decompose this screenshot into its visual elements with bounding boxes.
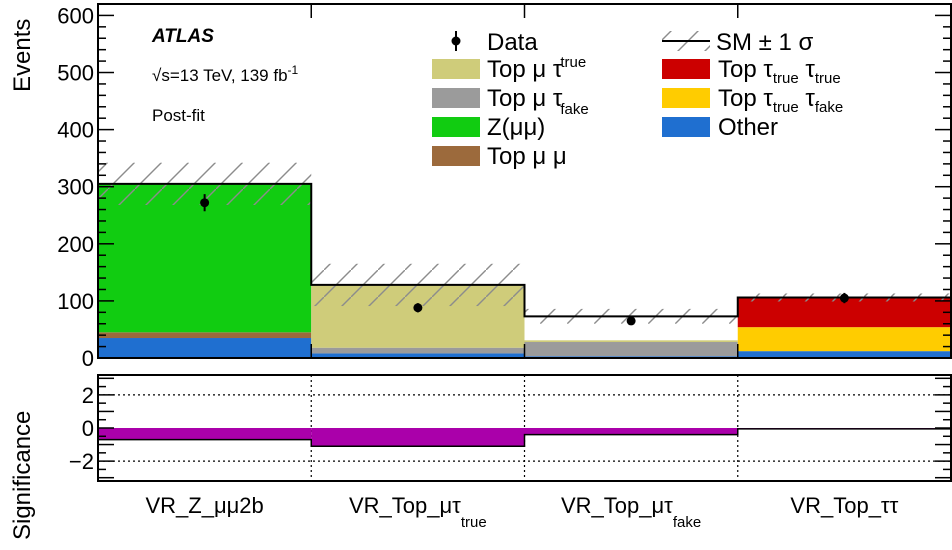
significance-panel <box>97 375 952 481</box>
ratio-axis-ticks: −2 0 2 <box>69 377 951 479</box>
data-point <box>200 198 210 208</box>
legend-label: SM ± 1 σ <box>716 29 814 56</box>
legend-swatch <box>662 59 710 79</box>
legend-label: Top μ τtrue <box>487 54 586 83</box>
bar-other <box>98 338 312 358</box>
y-axis-title: Events <box>9 19 36 92</box>
significance-outline <box>97 428 952 447</box>
legend-swatch <box>662 117 710 137</box>
ratio-tick-label: 2 <box>82 383 94 408</box>
legend-swatch <box>662 88 710 108</box>
fit-label: Post-fit <box>152 106 205 125</box>
data-points <box>200 194 849 326</box>
bar-other <box>737 351 951 358</box>
y-tick-label: 600 <box>57 3 94 28</box>
bar-top_mumu <box>98 332 312 339</box>
legend-label: Other <box>718 114 778 141</box>
bar-top_tt_fake <box>737 327 951 352</box>
data-point <box>626 316 636 326</box>
atlas-label: ATLAS <box>151 26 214 47</box>
significance-axis-title: Significance <box>9 411 36 540</box>
main-axis-ticks: 0 100 200 300 400 500 600 <box>57 3 951 371</box>
legend-swatch <box>432 146 480 166</box>
y-tick-label: 400 <box>57 118 94 143</box>
x-category-label: VR_Z_μμ2b <box>145 493 263 518</box>
significance-bar <box>98 428 312 440</box>
significance-bar <box>524 428 738 435</box>
legend-label: Top τtrue τtrue <box>718 56 841 87</box>
stacked-bars <box>98 183 951 358</box>
y-tick-label: 200 <box>57 232 94 257</box>
legend-label: Top τtrue τfake <box>718 85 843 116</box>
bar-top_taufake <box>311 347 525 354</box>
legend-label: Top μ τfake <box>487 85 589 118</box>
x-category-label: VR_Top_μτtrue <box>349 493 487 531</box>
y-tick-label: 0 <box>82 346 94 371</box>
legend-data-marker <box>451 36 461 46</box>
y-tick-label: 100 <box>57 289 94 314</box>
energy-label: √s=13 TeV, 139 fb-1 <box>152 63 299 85</box>
y-tick-label: 300 <box>57 175 94 200</box>
legend-label: Z(μμ) <box>487 114 545 141</box>
data-point <box>839 293 849 303</box>
significance-bar <box>311 428 525 447</box>
x-category-labels: VR_Z_μμ2b VR_Top_μτtrue VR_Top_μτfake VR_To… <box>145 493 898 531</box>
x-category-label: VR_Top_μτfake <box>561 493 701 531</box>
legend-swatch <box>432 117 480 137</box>
legend-label: Top μ μ <box>487 143 567 170</box>
ratio-tick-label: −2 <box>69 449 94 474</box>
x-category-label: VR_Top_ττ <box>790 493 898 518</box>
data-point <box>413 303 423 313</box>
y-tick-label: 500 <box>57 61 94 86</box>
bar-top_tautrue <box>524 340 738 343</box>
ratio-tick-label: 0 <box>82 416 94 441</box>
bar-other <box>311 353 525 358</box>
main-panel <box>98 162 951 358</box>
legend-label: Data <box>487 29 538 56</box>
legend-swatch <box>432 88 480 108</box>
bar-top_taufake <box>524 342 738 357</box>
legend-swatch <box>432 59 480 79</box>
